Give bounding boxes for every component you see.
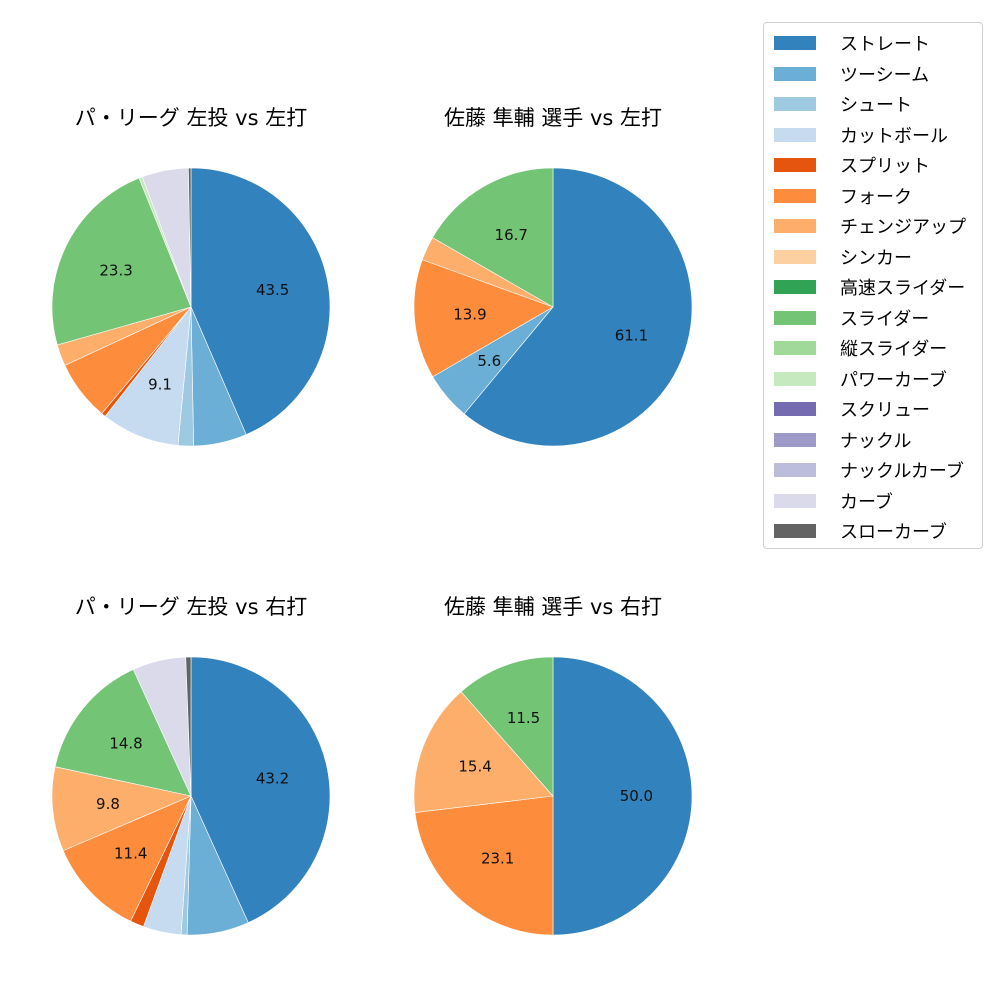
legend-label: 高速スライダー [840,278,966,299]
legend-item: 縦スライダー [774,335,947,361]
slice-label: 11.4 [114,845,147,863]
slice-label: 61.1 [615,326,648,344]
slice-label: 11.5 [507,709,540,727]
pie-slice [552,656,693,936]
legend-label: フォーク [840,186,912,208]
legend-label: パワーカーブ [840,369,947,391]
legend-item: ストレート [774,30,930,56]
legend-swatch [774,158,816,172]
pie-slice [413,259,554,378]
pie-slice [463,167,693,447]
legend-item: ナックルカーブ [774,457,964,483]
legend-swatch [774,36,816,50]
legend-item: スローカーブ [774,518,947,544]
chart-title: 佐藤 隼輔 選手 vs 左打 [443,106,663,130]
pie-slice [104,306,192,446]
pie-slice [54,669,192,797]
legend-item: パワーカーブ [774,366,947,392]
legend-item: スクリュー [774,396,930,422]
slice-label: 50.0 [620,787,653,805]
slice-label: 23.1 [481,849,514,867]
pie-chart: 43.5 9.1 23.3 [51,167,331,447]
legend: ストレートツーシームシュートカットボール スプリットフォークチェンジアップ シンカー… [763,22,983,549]
legend-item: ツーシーム [774,61,929,87]
legend-label: スクリュー [840,400,930,421]
legend-item: カーブ [774,488,893,514]
legend-label: ツーシーム [840,64,930,86]
legend-item: シンカー [774,244,912,270]
chart-title: パ・リーグ 左投 vs 右打 [74,595,308,619]
legend-swatch [774,341,816,355]
legend-swatch [774,310,816,325]
legend-label: カーブ [840,491,893,513]
legend-swatch [774,402,816,416]
legend-item: ナックル [774,427,911,453]
legend-swatch [774,371,816,386]
pie-panel-player-vs-left: 佐藤 隼輔 選手 vs 左打 61.1 5.6 13.9 16.7 [383,102,723,502]
legend-item: 高速スライダー [774,274,965,300]
slice-label: 43.2 [256,769,289,787]
slice-label: 14.8 [109,735,142,753]
legend-swatch [774,432,816,447]
legend-swatch [774,249,816,264]
legend-item: シュート [774,91,912,117]
slice-label: 16.7 [495,226,528,244]
pie-slice [185,656,192,797]
legend-swatch [774,219,816,233]
legend-label: シンカー [840,247,912,269]
legend-label: ナックルカーブ [840,461,964,482]
slice-label: 9.1 [148,375,172,393]
pie-chart: 43.2 11.4 9.8 14.8 [51,656,331,936]
pie-slice [190,656,331,924]
pie-slice [188,167,192,308]
legend-label: チェンジアップ [840,217,966,238]
pie-slice [432,167,554,308]
legend-item: スライダー [774,305,929,331]
legend-label: 縦スライダー [840,339,948,360]
legend-swatch [774,463,816,477]
legend-swatch [774,127,816,142]
legend-swatch [774,97,816,111]
slice-label: 15.4 [458,757,491,775]
legend-item: フォーク [774,183,912,209]
pie-slice [51,177,192,346]
chart-title: パ・リーグ 左投 vs 左打 [74,106,308,130]
legend-label: ナックル [840,430,912,452]
legend-label: スローカーブ [840,522,947,543]
slice-label: 13.9 [453,305,486,323]
legend-label: シュート [840,95,912,116]
pie-panel-player-vs-right: 佐藤 隼輔 選手 vs 右打 50.0 23.1 15.4 11.5 [383,591,723,991]
legend-label: ストレート [840,34,930,55]
pie-chart: 61.1 5.6 13.9 16.7 [413,167,693,447]
pie-slice [414,795,554,936]
pie-slice [413,691,554,813]
pie-chart: 50.0 23.1 15.4 11.5 [413,656,693,936]
pie-slice [460,656,554,797]
pie-slice [51,766,192,852]
slice-label: 43.5 [256,281,289,299]
legend-swatch [774,280,816,294]
slice-label: 5.6 [477,352,501,370]
legend-item: スプリット [774,152,930,178]
legend-label: スライダー [840,308,930,330]
slice-label: 9.8 [96,795,120,813]
legend-item: カットボール [774,122,948,148]
pie-panel-league-vs-right: パ・リーグ 左投 vs 右打 43.2 11.4 9.8 14.8 [21,591,361,991]
pie-panel-league-vs-left: パ・リーグ 左投 vs 左打 43.5 9.1 23.3 [21,102,361,502]
chart-title: 佐藤 隼輔 選手 vs 右打 [443,595,663,619]
slice-label: 23.3 [99,261,132,279]
legend-swatch [774,493,816,508]
legend-swatch [774,524,816,538]
legend-label: カットボール [840,125,948,147]
legend-item: チェンジアップ [774,213,966,239]
pie-slice [190,167,331,435]
legend-label: スプリット [840,156,930,177]
legend-swatch [774,188,816,203]
pie-slice [62,795,192,922]
legend-swatch [774,66,816,81]
